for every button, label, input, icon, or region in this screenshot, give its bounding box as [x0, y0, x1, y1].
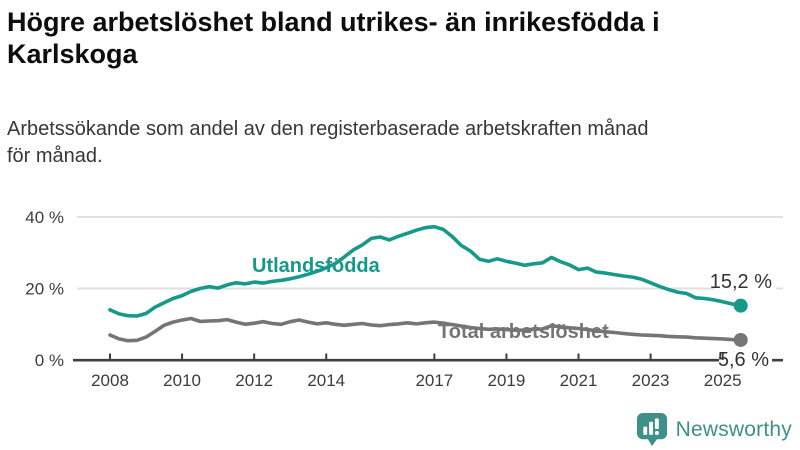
x-axis-label-2010: 2010: [163, 371, 201, 390]
end-value-label-1: 5,6 %: [718, 349, 769, 371]
series-label-1: Total arbetslöshet: [438, 321, 609, 343]
title-line-1: Högre arbetslöshet bland utrikes- än inr…: [7, 7, 660, 37]
series-label-0: Utlandsfödda: [252, 255, 381, 277]
end-label-halo-0: [714, 272, 776, 292]
x-axis-label-2025: 2025: [704, 371, 742, 390]
newsworthy-logo-text: Newsworthy: [675, 417, 792, 441]
x-axis-label-2021: 2021: [560, 371, 598, 390]
series-line-0: [108, 224, 743, 318]
end-value-label-0: 15,2 %: [710, 271, 772, 293]
subtitle-line-1: Arbetssökande som andel av den registerb…: [7, 118, 649, 140]
end-label-halo-1: [719, 345, 772, 369]
x-axis-label-2017: 2017: [415, 371, 453, 390]
series-end-dot-1: [733, 332, 748, 347]
subtitle-line-2: för månad.: [7, 145, 103, 167]
y-axis-label-0: 0 %: [35, 351, 64, 370]
series-line-1: [108, 316, 743, 343]
x-axis-label-2014: 2014: [307, 371, 345, 390]
newsworthy-bar-chart-speech-bubble-icon: [636, 413, 667, 446]
y-axis-label-20: 20 %: [25, 280, 64, 299]
y-axis-label-40: 40 %: [25, 208, 64, 227]
x-axis-label-2023: 2023: [632, 371, 670, 390]
chart-subtitle: Arbetssökande som andel av den registerb…: [7, 116, 787, 170]
page-title: Högre arbetslöshet bland utrikes- än inr…: [7, 6, 797, 70]
title-line-2: Karlskoga: [7, 39, 138, 69]
x-axis-label-2008: 2008: [91, 371, 129, 390]
x-axis-label-2019: 2019: [488, 371, 526, 390]
newsworthy-logo: Newsworthy: [636, 411, 792, 448]
series-end-dot-0: [733, 298, 748, 313]
x-axis-label-2012: 2012: [235, 371, 273, 390]
